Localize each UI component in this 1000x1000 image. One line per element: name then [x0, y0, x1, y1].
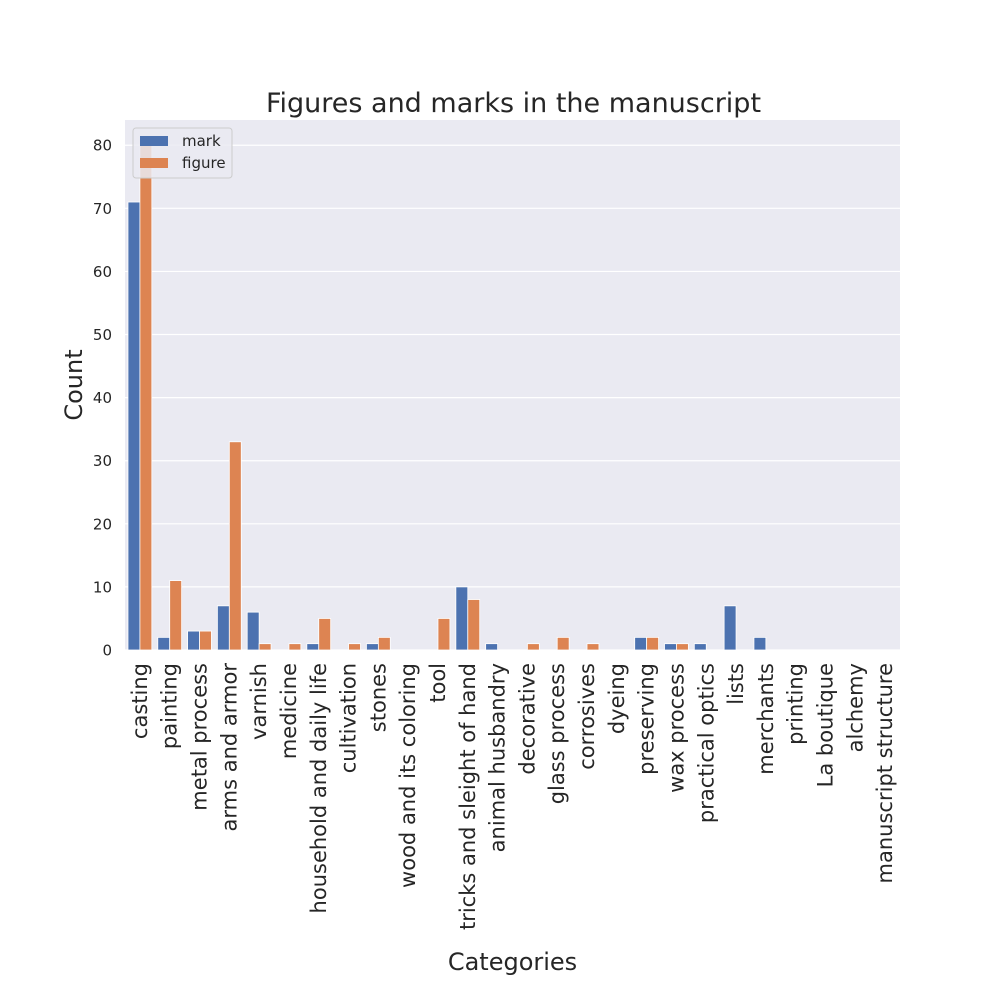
- bar-figure: [527, 643, 540, 651]
- y-axis-title: Count: [60, 349, 88, 420]
- x-tick-label: wood and its coloring: [396, 663, 420, 888]
- x-tick-label: household and daily life: [307, 663, 331, 913]
- bar-mark: [306, 643, 320, 651]
- bar-mark: [187, 630, 200, 651]
- x-axis-ticks: casting painting metal process arms and arm…: [128, 663, 897, 930]
- chart-title: Figures and marks in the manuscript: [266, 88, 761, 119]
- x-tick-label: wax process: [664, 663, 688, 793]
- x-tick-label: tool: [426, 663, 450, 703]
- bar-figure: [646, 636, 659, 651]
- bar-figure: [348, 643, 361, 651]
- bar-figure: [169, 580, 183, 651]
- x-tick-label: stones: [366, 663, 390, 732]
- bar-figure: [199, 630, 212, 651]
- bar-figure: [437, 618, 451, 651]
- y-axis-ticks: 0 10 20 30 40 50 60 70 80: [93, 137, 112, 660]
- legend-swatch-mark: [140, 136, 168, 146]
- bar-mark: [485, 643, 498, 651]
- x-tick-label: preserving: [635, 663, 659, 775]
- bar-mark: [634, 636, 648, 651]
- x-tick-label: corrosives: [575, 663, 599, 770]
- bar-mark: [693, 643, 707, 651]
- bar-figure: [676, 643, 689, 651]
- x-tick-label: alchemy: [843, 663, 867, 752]
- bar-figure: [228, 441, 242, 651]
- y-tick-label: 60: [93, 263, 112, 281]
- bar-figure: [288, 643, 302, 651]
- x-tick-label: cultivation: [337, 663, 361, 773]
- bar-mark: [455, 586, 469, 651]
- y-tick-label: 30: [93, 452, 112, 470]
- bar-mark: [127, 201, 141, 651]
- x-tick-label: tricks and sleight of hand: [456, 663, 480, 930]
- x-tick-label: casting: [128, 663, 152, 739]
- x-tick-label: varnish: [247, 663, 271, 740]
- bar-mark: [366, 643, 379, 651]
- bar-mark: [246, 611, 260, 651]
- bar-mark: [157, 636, 171, 651]
- legend: mark figure: [132, 127, 233, 179]
- x-tick-label: dyeing: [605, 663, 629, 734]
- x-tick-label: merchants: [754, 663, 778, 775]
- x-tick-label: lists: [724, 663, 748, 705]
- bar-mark: [753, 636, 767, 651]
- y-tick-label: 70: [93, 200, 112, 218]
- x-tick-label: metal process: [188, 663, 212, 811]
- x-tick-label: printing: [784, 663, 808, 745]
- x-tick-label: decorative: [515, 663, 539, 775]
- x-tick-label: painting: [158, 663, 182, 749]
- x-tick-label: manuscript structure: [873, 663, 897, 883]
- x-tick-label: arms and armor: [217, 663, 241, 832]
- legend-swatch-figure: [140, 158, 168, 168]
- bars: [127, 144, 767, 651]
- bar-figure: [467, 599, 481, 651]
- x-axis-title: Categories: [448, 948, 577, 976]
- x-tick-label: glass process: [545, 663, 569, 804]
- bar-mark: [723, 605, 737, 651]
- x-tick-label: practical optics: [694, 663, 718, 823]
- bar-mark: [217, 605, 230, 651]
- x-tick-label: medicine: [277, 663, 301, 759]
- y-tick-label: 40: [93, 389, 112, 407]
- bar-figure: [586, 643, 600, 651]
- y-tick-label: 80: [93, 137, 112, 155]
- y-tick-label: 0: [102, 642, 112, 660]
- bar-figure: [377, 636, 391, 651]
- bar-figure: [258, 643, 272, 651]
- x-tick-label: La boutique: [813, 663, 837, 787]
- legend-label-figure: figure: [182, 154, 226, 172]
- bar-figure: [318, 618, 332, 651]
- y-tick-label: 20: [93, 515, 112, 533]
- y-tick-label: 50: [93, 326, 112, 344]
- legend-label-mark: mark: [182, 132, 221, 150]
- y-tick-label: 10: [93, 578, 112, 596]
- bar-mark: [664, 643, 677, 651]
- bar-figure: [556, 636, 570, 651]
- x-tick-label: animal husbandry: [486, 663, 510, 852]
- bar-figure: [139, 144, 153, 651]
